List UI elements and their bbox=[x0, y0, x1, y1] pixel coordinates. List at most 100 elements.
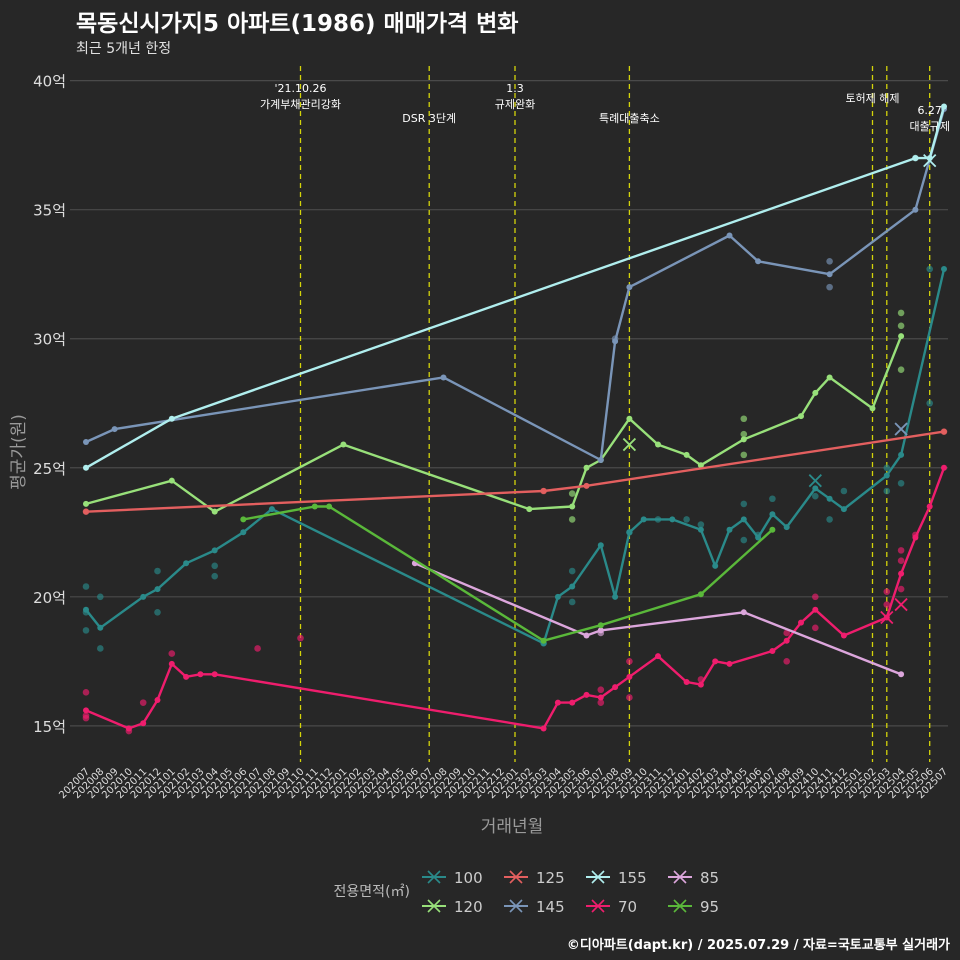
line-point bbox=[941, 266, 947, 273]
line-point bbox=[583, 691, 590, 698]
line-point bbox=[883, 472, 890, 479]
data-point bbox=[897, 479, 905, 487]
data-point bbox=[897, 322, 905, 330]
line-point bbox=[697, 591, 704, 598]
legend-key-cross bbox=[591, 899, 605, 913]
line-point bbox=[583, 632, 590, 639]
line-point bbox=[898, 671, 905, 678]
data-point bbox=[683, 516, 690, 523]
legend-label: 125 bbox=[536, 869, 565, 887]
data-point bbox=[211, 572, 218, 580]
grid-layer bbox=[70, 80, 948, 727]
line-point bbox=[554, 593, 561, 600]
line-point bbox=[712, 562, 719, 569]
data-point bbox=[97, 645, 104, 652]
data-point bbox=[568, 516, 576, 523]
data-point bbox=[883, 588, 891, 595]
event-label: 토허제 해제 bbox=[845, 91, 899, 105]
cross-marker bbox=[923, 154, 937, 168]
data-point bbox=[897, 309, 905, 317]
line-point bbox=[740, 516, 747, 523]
line-point bbox=[726, 526, 733, 533]
data-point bbox=[568, 598, 576, 606]
legend-key-cross bbox=[591, 870, 605, 884]
legend-label: 70 bbox=[618, 898, 637, 916]
data-point bbox=[812, 593, 819, 601]
line-point bbox=[697, 526, 704, 533]
series-120 bbox=[83, 309, 905, 523]
series-95 bbox=[240, 503, 776, 644]
line-point bbox=[83, 438, 89, 445]
line-point bbox=[83, 707, 89, 714]
line-point bbox=[898, 570, 905, 577]
data-point bbox=[139, 699, 147, 706]
chart-subtitle: 최근 5개년 한정 bbox=[76, 41, 172, 57]
legend-key-cross bbox=[673, 899, 687, 913]
data-point bbox=[897, 366, 905, 374]
data-point bbox=[926, 399, 933, 407]
data-point bbox=[568, 490, 576, 497]
y-tick-label: 35억 bbox=[33, 202, 66, 220]
line-point bbox=[826, 495, 833, 502]
series-line bbox=[84, 430, 946, 513]
line-point bbox=[540, 488, 547, 495]
line-point bbox=[941, 103, 947, 110]
line-point bbox=[697, 462, 704, 469]
data-point bbox=[740, 451, 748, 459]
series-line bbox=[84, 335, 903, 513]
line-point bbox=[83, 500, 89, 507]
line-point bbox=[597, 457, 604, 464]
data-point bbox=[597, 686, 605, 694]
data-point bbox=[82, 689, 90, 696]
line-point bbox=[826, 374, 833, 381]
line-point bbox=[798, 619, 804, 626]
event-label: 가계부채관리강화 bbox=[260, 98, 341, 111]
data-point bbox=[897, 557, 905, 564]
series-85 bbox=[411, 560, 905, 678]
line-point bbox=[612, 338, 619, 345]
legend-item: 155 bbox=[586, 869, 647, 887]
data-point bbox=[740, 536, 748, 544]
y-tick-label: 20억 bbox=[33, 589, 66, 607]
event-label: 특례대출축소 bbox=[599, 112, 660, 125]
cross-marker bbox=[880, 610, 894, 625]
data-point bbox=[82, 627, 90, 634]
line-point bbox=[898, 451, 905, 458]
line-point bbox=[740, 609, 747, 616]
line-point bbox=[569, 503, 576, 510]
line-point bbox=[211, 547, 218, 554]
line-point bbox=[83, 464, 89, 471]
data-point bbox=[783, 629, 790, 637]
data-point bbox=[740, 430, 748, 438]
data-point bbox=[82, 714, 90, 722]
data-point bbox=[826, 283, 833, 291]
data-point bbox=[812, 624, 819, 632]
cross-marker bbox=[894, 597, 908, 612]
series-100 bbox=[82, 265, 947, 652]
data-point bbox=[568, 567, 576, 575]
line-point bbox=[926, 503, 933, 510]
line-point bbox=[540, 725, 547, 732]
line-point bbox=[626, 529, 633, 536]
line-point bbox=[783, 637, 790, 644]
line-point bbox=[183, 673, 190, 680]
legend-key-cross bbox=[509, 870, 523, 884]
line-point bbox=[840, 632, 847, 639]
legend-label: 85 bbox=[700, 869, 719, 887]
legend-item: 95 bbox=[668, 898, 719, 916]
legend-key-cross bbox=[673, 870, 687, 884]
legend-label: 95 bbox=[700, 898, 719, 916]
source-caption: ©디아파트(dapt.kr) / 2025.07.29 / 자료=국토교통부 실… bbox=[566, 938, 950, 953]
line-point bbox=[597, 622, 604, 629]
data-point bbox=[154, 609, 161, 616]
data-point bbox=[826, 258, 833, 265]
cross-marker bbox=[622, 437, 637, 452]
event-label: 대출규제 bbox=[909, 120, 949, 133]
data-point bbox=[740, 500, 748, 508]
line-point bbox=[769, 648, 776, 655]
series-145 bbox=[83, 106, 947, 464]
data-point bbox=[297, 634, 304, 642]
line-point bbox=[840, 506, 847, 513]
line-point bbox=[526, 506, 533, 513]
